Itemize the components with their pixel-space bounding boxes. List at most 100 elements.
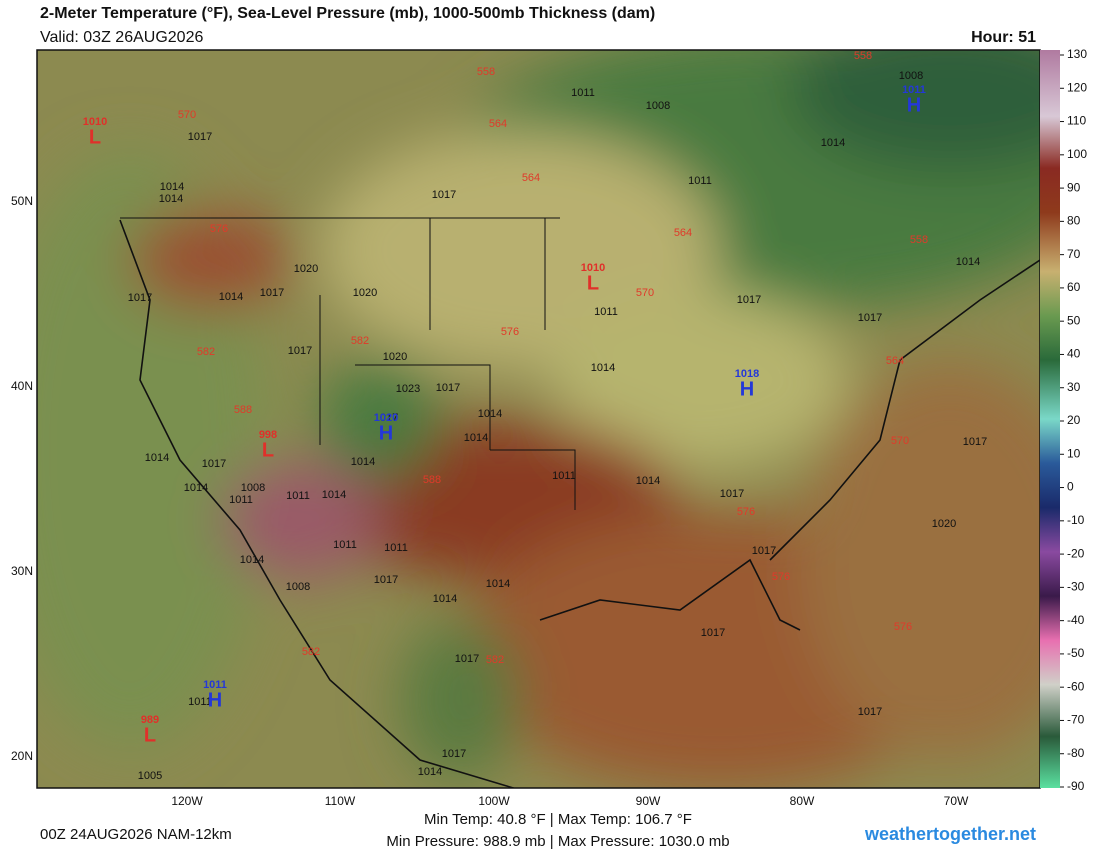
thickness-label: 582 bbox=[351, 335, 369, 347]
isobar-label: 1014 bbox=[591, 362, 615, 374]
center-value: 1020 bbox=[374, 412, 398, 424]
isobar-label: 1017 bbox=[752, 545, 776, 557]
colorbar-label: 120 bbox=[1067, 80, 1087, 94]
isobar-label: 1017 bbox=[858, 706, 882, 718]
colorbar-label: -70 bbox=[1067, 713, 1085, 727]
isobar-label: 1014 bbox=[160, 181, 184, 193]
center-letter: H bbox=[379, 422, 393, 444]
isobar-label: 1020 bbox=[383, 351, 407, 363]
colorbar-label: 50 bbox=[1067, 313, 1081, 327]
isobar-label: 1014 bbox=[821, 137, 845, 149]
isobar-label: 1017 bbox=[432, 189, 456, 201]
isobar-label: 1017 bbox=[442, 748, 466, 760]
colorbar-label: -10 bbox=[1067, 513, 1085, 527]
isobar-label: 1014 bbox=[159, 193, 183, 205]
isobar-label: 1020 bbox=[353, 287, 377, 299]
isobar-label: 1017 bbox=[436, 382, 460, 394]
site-link[interactable]: weathertogether.net bbox=[864, 824, 1036, 844]
isobar-label: 1023 bbox=[396, 383, 420, 395]
thickness-label: 588 bbox=[423, 474, 441, 486]
colorbar-label: -90 bbox=[1067, 779, 1085, 793]
thickness-label: 576 bbox=[772, 571, 790, 583]
isobar-label: 1017 bbox=[128, 292, 152, 304]
colorbar-label: 130 bbox=[1067, 47, 1087, 61]
thickness-label: 564 bbox=[522, 172, 540, 184]
isobar-label: 1017 bbox=[858, 312, 882, 324]
thickness-label: 588 bbox=[234, 404, 252, 416]
isobar-label: 1008 bbox=[241, 482, 265, 494]
colorbar-label: -80 bbox=[1067, 746, 1085, 760]
isobar-label: 1011 bbox=[333, 539, 357, 551]
isobar-label: 1014 bbox=[433, 593, 457, 605]
colorbar-label: 0 bbox=[1067, 480, 1074, 494]
thickness-label: 558 bbox=[854, 50, 872, 62]
isobar-label: 1014 bbox=[478, 408, 502, 420]
center-letter: L bbox=[262, 439, 274, 461]
thickness-label: 570 bbox=[178, 109, 196, 121]
center-letter: H bbox=[740, 378, 754, 400]
isobar-label: 1017 bbox=[260, 287, 284, 299]
isobar-label: 1017 bbox=[288, 345, 312, 357]
isobar-label: 1011 bbox=[594, 306, 618, 318]
colorbar bbox=[1040, 50, 1060, 788]
thickness-label: 558 bbox=[477, 66, 495, 78]
thickness-label: 570 bbox=[636, 287, 654, 299]
longitude-label: 80W bbox=[790, 794, 815, 808]
colorbar-label: 20 bbox=[1067, 413, 1081, 427]
isobar-label: 1017 bbox=[202, 458, 226, 470]
thickness-label: 564 bbox=[489, 118, 507, 130]
colorbar-label: 100 bbox=[1067, 147, 1087, 161]
center-value: 1010 bbox=[83, 116, 107, 128]
center-letter: L bbox=[144, 724, 156, 746]
isobar-label: 1020 bbox=[932, 518, 956, 530]
isobar-label: 1014 bbox=[464, 432, 488, 444]
center-letter: L bbox=[89, 126, 101, 148]
thickness-label: 576 bbox=[501, 326, 519, 338]
isobar-label: 1017 bbox=[701, 627, 725, 639]
isobar-label: 1005 bbox=[138, 770, 162, 782]
center-value: 1010 bbox=[581, 262, 605, 274]
latitude-label: 20N bbox=[11, 749, 33, 763]
isobar-label: 1014 bbox=[418, 766, 442, 778]
thickness-label: 582 bbox=[302, 646, 320, 658]
longitude-label: 70W bbox=[944, 794, 969, 808]
longitude-label: 110W bbox=[325, 794, 356, 808]
latitude-label: 30N bbox=[11, 564, 33, 578]
colorbar-label: 90 bbox=[1067, 180, 1081, 194]
isobar-label: 1017 bbox=[374, 574, 398, 586]
isobar-label: 1011 bbox=[384, 542, 408, 554]
forecast-hour: Hour: 51 bbox=[971, 29, 1036, 46]
center-letter: H bbox=[907, 94, 921, 116]
isobar-label: 1014 bbox=[956, 256, 980, 268]
center-value: 989 bbox=[141, 714, 159, 726]
colorbar-label: 80 bbox=[1067, 214, 1081, 228]
isobar-label: 1011 bbox=[552, 470, 576, 482]
colorbar-label: -40 bbox=[1067, 613, 1085, 627]
center-letter: H bbox=[208, 689, 222, 711]
colorbar-label: 30 bbox=[1067, 380, 1081, 394]
coastline bbox=[119, 219, 1040, 788]
isobar-label: 1014 bbox=[145, 452, 169, 464]
thickness-label: 576 bbox=[737, 506, 755, 518]
colorbar-label: 70 bbox=[1067, 247, 1081, 261]
isobar-label: 1017 bbox=[963, 436, 987, 448]
colorbar-label: 40 bbox=[1067, 347, 1081, 361]
valid-time: Valid: 03Z 26AUG2026 bbox=[40, 29, 203, 46]
thickness-label: 564 bbox=[674, 227, 692, 239]
colorbar-label: 60 bbox=[1067, 280, 1081, 294]
latitude-label: 40N bbox=[11, 379, 33, 393]
map bbox=[37, 50, 1040, 788]
thickness-label: 564 bbox=[886, 355, 904, 367]
latitude-label: 50N bbox=[11, 194, 33, 208]
thickness-label: 576 bbox=[210, 223, 228, 235]
colorbar-label: -50 bbox=[1067, 646, 1085, 660]
isobar-label: 1011 bbox=[229, 494, 253, 506]
thickness-label: 582 bbox=[197, 346, 215, 358]
isobar-label: 1011 bbox=[286, 490, 310, 502]
isobar-label: 1008 bbox=[646, 100, 670, 112]
center-value: 998 bbox=[259, 429, 277, 441]
colorbar-label: -30 bbox=[1067, 580, 1085, 594]
colorbar-label: 110 bbox=[1067, 114, 1086, 128]
isobar-label: 1014 bbox=[486, 578, 510, 590]
